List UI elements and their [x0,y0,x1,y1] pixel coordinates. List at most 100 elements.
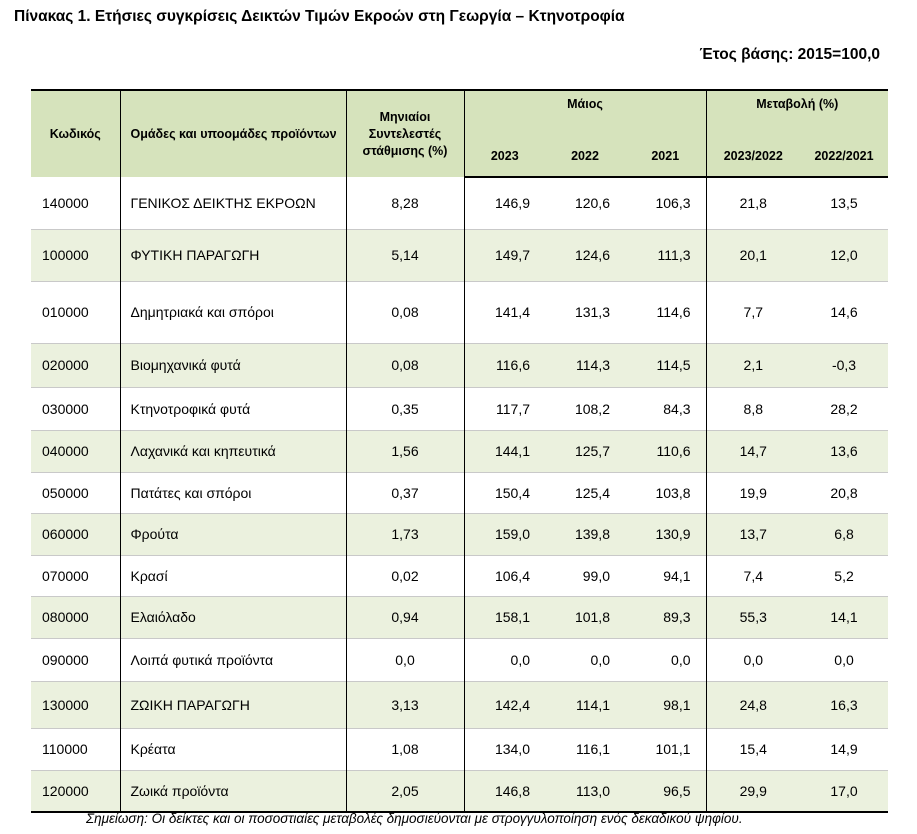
cell-2023: 134,0 [463,728,545,770]
cell-change-2023-2022: 14,7 [705,430,801,472]
cell-code: 010000 [42,304,89,320]
cell-change-2023-2022: 7,7 [705,281,801,343]
cell-2022: 99,0 [582,567,610,584]
cell-weight: 0,08 [345,281,464,343]
table-row: 040000 Λαχανικά και κηπευτικά 1,56 144,1 125… [31,430,889,472]
table-title: Πίνακας 1. Ετήσιες συγκρίσεις Δεικτών Τι… [14,8,625,25]
cell-2023: 117,7 [463,387,545,430]
cell-2021: 110,6 [656,443,691,459]
cell-2021: 114,5 [656,357,691,373]
cell-change-2023-2022: 0,0 [705,638,801,681]
cell-2021: 94,1 [663,567,691,584]
cell-weight: 3,13 [345,681,464,728]
cell-change-2022-2021: 16,3 [830,696,858,713]
cell-2023: 146,9 [463,177,545,229]
cell-name: ΓΕΝΙΚΟΣ ΔΕΙΚΤΗΣ ΕΚΡΟΩΝ [119,177,346,229]
cell-change-2023-2022: 15,4 [705,728,801,770]
table-row: 110000 Κρέατα 1,08 134,0 116,1 101,1 15,4 14,9 [31,728,889,770]
cell-weight: 1,56 [345,430,464,472]
cell-weight: 2,05 [345,770,464,812]
cell-2022: 125,7 [574,443,610,459]
cell-change-2022-2021: 6,8 [834,526,854,542]
cell-name: ΖΩΙΚΗ ΠΑΡΑΓΩΓΗ [119,681,346,728]
cell-change-2023-2022: 19,9 [705,472,801,513]
cell-name: Κτηνοτροφικά φυτά [119,387,346,430]
cell-2022: 114,3 [576,357,610,373]
cell-change-2022-2021: 14,9 [830,741,858,757]
cell-weight: 0,08 [345,343,464,387]
cell-change-2022-2021: 17,0 [830,782,858,799]
cell-2021: 130,9 [655,526,691,542]
cell-2023: 158,1 [463,596,545,638]
cell-change-2022-2021: 20,8 [830,484,858,501]
cell-weight: 5,14 [345,229,464,281]
cell-name: Πατάτες και σπόροι [119,472,346,513]
cell-code: 070000 [42,567,89,584]
cell-2023: 150,4 [463,472,545,513]
header-month: Μάιος [463,89,707,131]
cell-name: Κρασί [119,555,346,596]
footnote: Σημείωση: Οι δείκτες και οι ποσοστιαίες … [86,811,743,826]
table-row: 140000 ΓΕΝΙΚΟΣ ΔΕΙΚΤΗΣ ΕΚΡΟΩΝ 8,28 146,9 120… [31,177,889,229]
cell-change-2023-2022: 24,8 [705,681,801,728]
header-change-2023-2022: 2023/2022 [705,131,801,178]
cell-change-2022-2021: 13,6 [830,443,858,459]
cell-2021: 89,3 [663,609,691,625]
cell-2023: 106,4 [463,555,545,596]
table-row: 020000 Βιομηχανικά φυτά 0,08 116,6 114,3 114,… [31,343,889,387]
cell-change-2022-2021: 28,2 [830,400,858,417]
table-row: 080000 Ελαιόλαδο 0,94 158,1 101,8 89,3 55,3 14,… [31,596,889,638]
cell-change-2023-2022: 55,3 [705,596,801,638]
cell-weight: 0,94 [345,596,464,638]
cell-code: 020000 [42,357,89,373]
cell-change-2022-2021: 13,5 [830,195,858,212]
cell-code: 040000 [42,443,89,459]
header-year-2022: 2022 [545,131,625,178]
cell-2021: 0,0 [671,651,691,668]
cell-weight: 0,02 [345,555,464,596]
table-row: 090000 Λοιπά φυτικά προϊόντα 0,0 0,0 0,0 0,0 0… [31,638,889,681]
cell-2021: 114,6 [656,304,691,320]
cell-2022: 125,4 [574,484,610,501]
cell-2023: 149,7 [463,229,545,281]
header-change-2022-2021: 2022/2021 [800,131,889,178]
table-row: 070000 Κρασί 0,02 106,4 99,0 94,1 7,4 5,2 [31,555,889,596]
table-row: 010000 Δημητριακά και σπόροι 0,08 141,4 131,… [31,281,889,343]
cell-change-2022-2021: 12,0 [830,247,858,263]
cell-name: Φρούτα [119,513,346,555]
header-group: Ομάδες και υποομάδες προϊόντων [119,89,346,177]
cell-2022: 0,0 [590,651,610,668]
table-body: 140000 ΓΕΝΙΚΟΣ ΔΕΙΚΤΗΣ ΕΚΡΟΩΝ 8,28 146,9 120… [31,177,889,812]
base-year-label: Έτος βάσης: 2015=100,0 [699,46,880,63]
cell-code: 100000 [42,247,89,263]
cell-2022: 139,8 [574,526,610,542]
cell-2023: 144,1 [463,430,545,472]
header-year-2021: 2021 [625,131,707,178]
cell-change-2022-2021: 0,0 [834,651,854,668]
table-row: 120000 Ζωικά προϊόντα 2,05 146,8 113,0 96,5 29… [31,770,889,812]
cell-change-2023-2022: 13,7 [705,513,801,555]
cell-2021: 101,1 [655,741,691,757]
cell-code: 050000 [42,484,89,501]
cell-change-2022-2021: 14,6 [830,304,858,320]
cell-2021: 98,1 [663,696,691,713]
cell-name: Βιομηχανικά φυτά [119,343,346,387]
cell-2022: 114,1 [576,696,610,713]
cell-2023: 146,8 [463,770,545,812]
cell-2022: 108,2 [574,400,610,417]
cell-2022: 120,6 [574,195,610,212]
cell-code: 060000 [42,526,89,542]
cell-code: 140000 [42,194,89,211]
header-code: Κωδικός [31,89,120,177]
cell-change-2023-2022: 8,8 [705,387,801,430]
cell-change-2023-2022: 20,1 [705,229,801,281]
cell-2023: 159,0 [463,513,545,555]
cell-change-2023-2022: 7,4 [705,555,801,596]
cell-2021: 111,3 [657,247,691,263]
cell-2021: 106,3 [655,195,691,212]
cell-code: 080000 [42,609,89,625]
cell-weight: 8,28 [345,177,464,229]
cell-2022: 124,6 [574,247,610,263]
cell-code: 130000 [42,696,89,713]
cell-2023: 141,4 [463,281,545,343]
